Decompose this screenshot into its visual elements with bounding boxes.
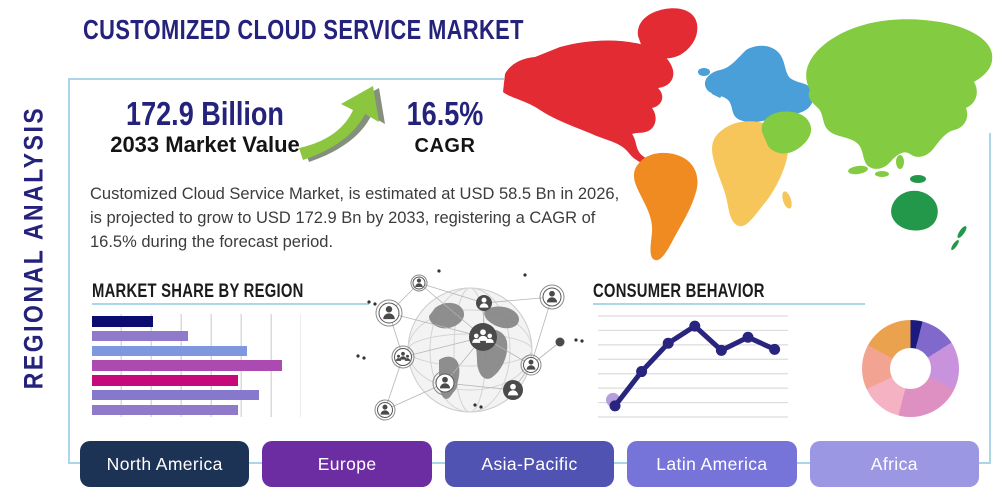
map-greenland — [637, 8, 698, 59]
map-africa-mainland — [712, 121, 788, 227]
map-europe-mainland — [704, 45, 814, 123]
map-new-guinea — [910, 175, 926, 183]
map-middle-east — [761, 111, 812, 154]
region-button-latin-america[interactable]: Latin America — [627, 441, 797, 487]
network-dot — [555, 337, 565, 347]
side-label-regional-analysis: REGIONAL ANALYSIS — [18, 105, 49, 390]
bar-row — [92, 375, 239, 386]
panel-border-right — [989, 133, 991, 464]
team-node-icon — [391, 345, 415, 369]
map-new-zealand-south — [951, 239, 959, 251]
world-map — [503, 8, 993, 261]
bar-row — [92, 316, 153, 327]
line-chart-title: CONSUMER BEHAVIOR — [593, 281, 765, 302]
person-node-icon — [432, 370, 458, 396]
map-japan — [908, 88, 922, 112]
person-node-icon — [503, 380, 523, 400]
bar-chart-title: MARKET SHARE BY REGION — [92, 281, 304, 302]
panel-border-top — [68, 78, 504, 80]
person-node-icon — [410, 274, 428, 292]
person-node-icon — [539, 284, 565, 310]
person-node-icon — [520, 354, 542, 376]
line-chart-title-underline — [593, 303, 865, 305]
map-new-zealand-north — [957, 226, 967, 238]
donut-chart-hole — [890, 348, 931, 389]
map-asia-mainland — [806, 19, 993, 169]
bar-chart — [92, 314, 301, 417]
bar-row — [92, 360, 283, 371]
map-australia — [891, 190, 938, 231]
map-madagascar — [782, 191, 792, 209]
market-value-stat: 172.9 Billion — [126, 95, 284, 132]
globe-continents — [429, 302, 520, 399]
bar-row — [92, 404, 239, 415]
map-south-america — [633, 152, 698, 261]
bar-row — [92, 345, 247, 356]
map-north-america-mainland — [503, 40, 674, 165]
region-button-bar: North America Europe Asia-Pacific Latin … — [80, 441, 980, 487]
map-oceania — [891, 175, 967, 251]
region-button-asia-pacific[interactable]: Asia-Pacific — [444, 441, 615, 487]
globe-network-illustration — [356, 269, 584, 421]
region-button-north-america[interactable]: North America — [80, 441, 250, 487]
map-indonesia-1 — [848, 165, 868, 175]
map-asia — [761, 19, 993, 177]
map-philippines — [896, 155, 904, 169]
map-indonesia-2 — [875, 171, 889, 177]
team-node-icon — [469, 323, 497, 351]
map-iceland — [698, 68, 710, 76]
scatter-dots — [356, 269, 584, 409]
map-north-america — [503, 8, 698, 165]
bar-chart-title-underline — [92, 303, 369, 305]
network-nodes — [356, 269, 584, 421]
person-node-icon — [476, 295, 492, 311]
map-africa — [712, 121, 792, 227]
map-europe — [698, 45, 814, 123]
market-value-label: 2033 Market Value — [110, 132, 300, 157]
growth-arrow-body — [299, 86, 379, 160]
person-node-icon — [374, 399, 396, 421]
bar-row — [92, 389, 260, 401]
page-title: CUSTOMIZED CLOUD SERVICE MARKET — [83, 14, 524, 45]
panel-border-left — [68, 78, 70, 464]
region-button-europe[interactable]: Europe — [262, 441, 432, 487]
line-chart — [598, 315, 788, 418]
person-node-icon — [375, 299, 403, 327]
growth-arrow-icon — [299, 86, 385, 162]
market-description: Customized Cloud Service Market, is esti… — [90, 185, 620, 251]
cagr-label: CAGR — [414, 135, 476, 157]
region-button-africa[interactable]: Africa — [809, 441, 980, 487]
bar-row — [92, 330, 189, 342]
cagr-stat: 16.5% — [406, 95, 484, 132]
